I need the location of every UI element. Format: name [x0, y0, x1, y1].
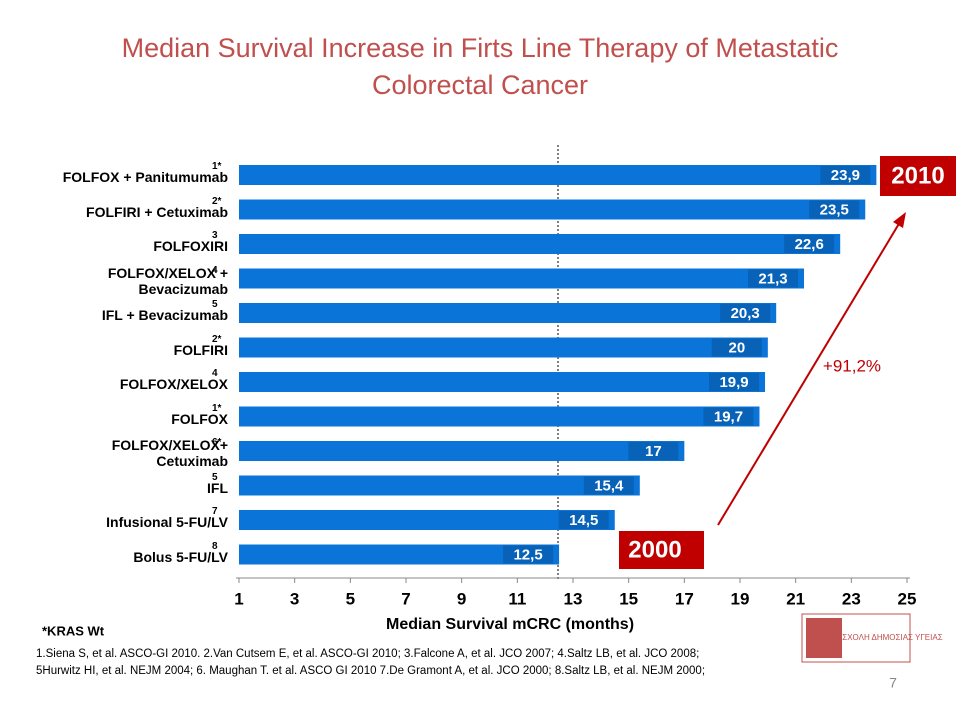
bar: [239, 372, 766, 392]
value-label: 14,5: [569, 512, 598, 529]
category-label: FOLFIRI: [173, 341, 228, 358]
bar: [239, 510, 615, 530]
value-label-box: [583, 476, 634, 495]
x-tick-label: 15: [619, 589, 638, 608]
category-label: FOLFOX/XELOX: [119, 376, 228, 392]
logo-emblem: [806, 618, 842, 658]
value-label-box: [703, 407, 754, 426]
reference-line: 1.Siena S, et al. ASCO-GI 2010. 2.Van Cu…: [36, 648, 700, 660]
arrow: [717, 221, 901, 526]
reference-marker: 4: [212, 368, 218, 379]
value-label-box: [784, 235, 835, 253]
reference-marker: 4: [212, 264, 218, 276]
bar: [239, 406, 760, 427]
category-label: Infusional 5-FU/LV: [106, 514, 228, 530]
bar: [239, 441, 685, 461]
value-label: 15,4: [594, 477, 624, 494]
bar: [239, 199, 866, 220]
value-label: 22,6: [795, 236, 824, 253]
reference-marker: 6*: [212, 437, 222, 448]
badge-text: 2000: [628, 536, 681, 563]
value-label: 19,7: [714, 408, 743, 425]
footnote: *KRAS Wt: [42, 623, 105, 638]
x-tick-label: 25: [898, 589, 917, 608]
reference-marker: 1*: [212, 402, 222, 414]
bar: [239, 337, 768, 358]
value-label-box: [628, 442, 679, 460]
reference-line: 5Hurwitz HI, et al. NEJM 2004; 6. Maugha…: [36, 665, 706, 677]
badge-2010: [880, 156, 956, 196]
value-label-box: [748, 269, 799, 288]
value-label-box: [809, 200, 860, 219]
value-label: 17: [645, 443, 662, 460]
x-tick-label: 1: [234, 589, 243, 608]
x-tick-label: 9: [457, 589, 466, 608]
title: Median Survival Increase in Firts Line T…: [121, 33, 839, 100]
value-label-box: [503, 545, 554, 564]
category-label: FOLFOX/XELOX+ Cetuximab: [111, 437, 228, 469]
reference-marker: 5: [212, 471, 218, 483]
x-tick-label: 7: [401, 589, 410, 608]
category-label: FOLFOX + Panitumumab: [62, 169, 228, 185]
value-label: 20: [728, 339, 745, 356]
bar: [239, 165, 877, 185]
x-tick-label: 23: [842, 589, 861, 608]
badge-text: 2010: [891, 162, 944, 189]
reference-marker: 2*: [212, 195, 222, 207]
x-tick-label: 21: [786, 589, 805, 608]
category-label: FOLFOX/XELOX + Bevacizumab: [107, 264, 228, 297]
value-label: 19,9: [719, 374, 748, 391]
bar: [239, 303, 777, 323]
page-number: 7: [889, 675, 897, 691]
bar: [239, 475, 640, 496]
value-label-box: [709, 373, 760, 391]
x-tick-label: 3: [290, 589, 299, 608]
arrow-head: [893, 212, 906, 228]
category-label: IFL + Bevacizumab: [101, 307, 228, 323]
reference-marker: 2*: [212, 333, 222, 345]
x-tick-label: 17: [675, 589, 694, 608]
increase-label: +91,2%: [823, 356, 881, 375]
x-tick-label: 19: [731, 589, 750, 608]
value-label-box: [711, 338, 762, 357]
reference-marker: 5: [212, 299, 218, 310]
reference-marker: 1*: [212, 161, 222, 172]
badge-2000: [619, 531, 704, 569]
x-tick-label: 5: [346, 589, 355, 608]
bar: [239, 234, 841, 254]
x-axis-title: Median Survival mCRC (months): [386, 616, 634, 633]
value-label: 23,9: [831, 167, 860, 184]
x-tick-label: 11: [508, 589, 526, 608]
value-label: 23,5: [820, 201, 849, 218]
bar: [239, 544, 560, 565]
value-label-box: [720, 304, 771, 322]
reference-marker: 8: [212, 540, 218, 552]
category-label: FOLFIRI + Cetuximab: [86, 203, 228, 220]
value-label-box: [558, 511, 609, 529]
value-label-box: [820, 166, 871, 184]
bar: [239, 268, 805, 289]
x-tick-label: 13: [564, 589, 583, 608]
value-label: 12,5: [513, 546, 542, 563]
reference-marker: 3: [212, 230, 218, 241]
category-label: Bolus 5-FU/LV: [133, 548, 228, 565]
value-label: 21,3: [758, 270, 787, 287]
category-label: IFL: [207, 479, 228, 496]
category-label: FOLFOXIRI: [153, 238, 228, 254]
logo-text: ΕΘΝΙΚΗ ΣΧΟΛΗ ΔΗΜΟΣΙΑΣ ΥΓΕΙΑΣ: [809, 633, 942, 642]
value-label: 20,3: [731, 305, 760, 322]
reference-marker: 7: [212, 506, 218, 517]
category-label: FOLFOX: [171, 410, 228, 427]
